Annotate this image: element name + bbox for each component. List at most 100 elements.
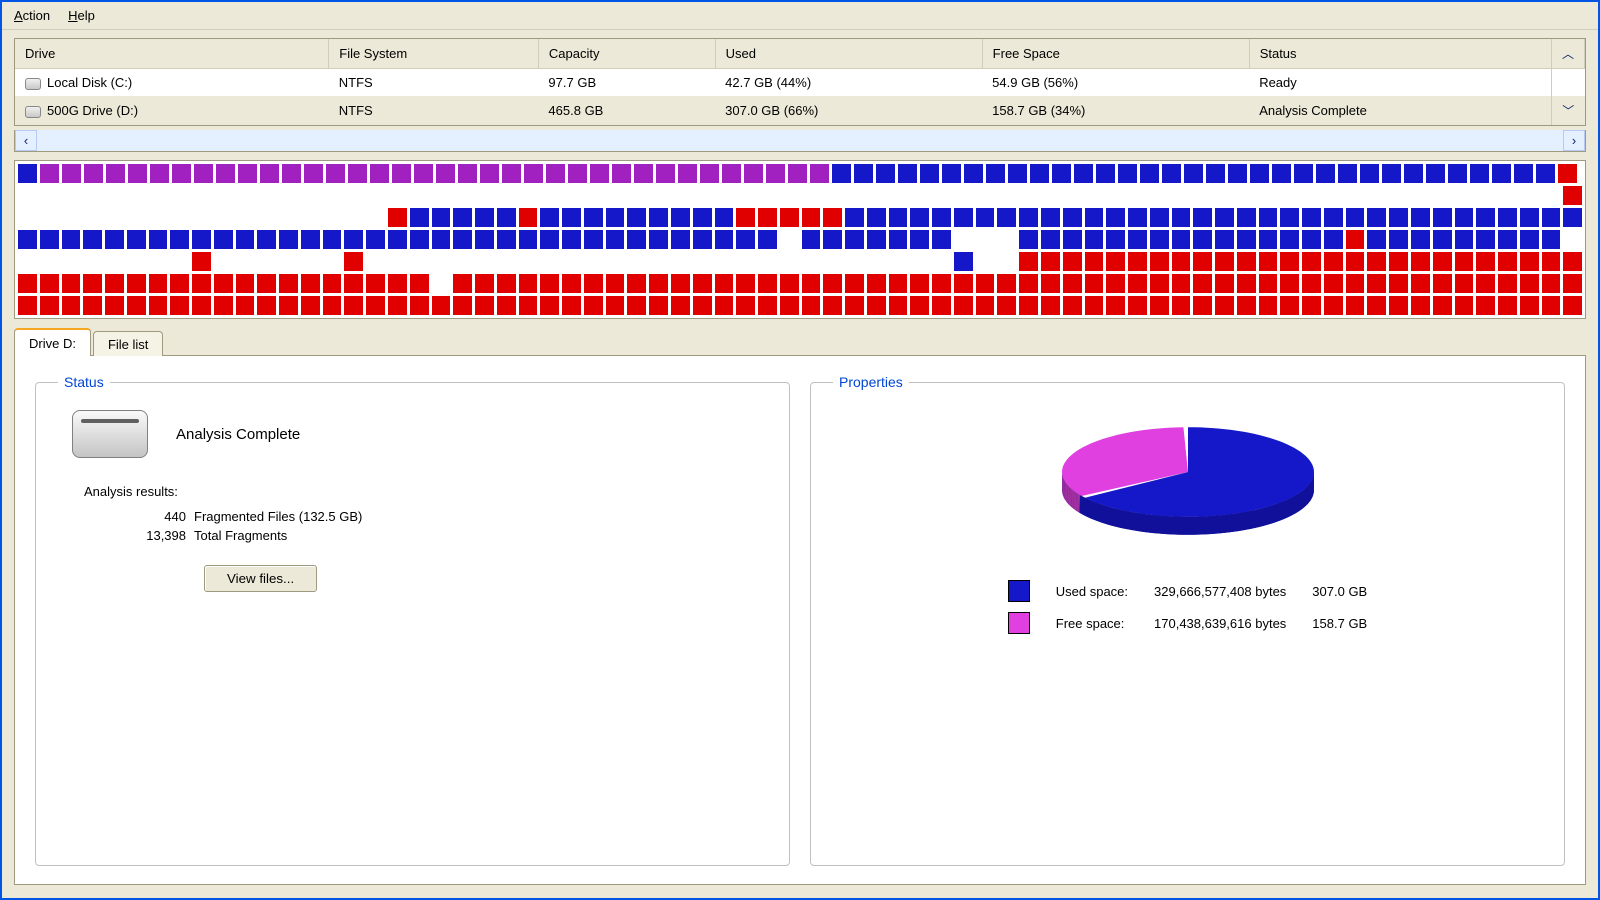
frag-block [889, 296, 908, 315]
frag-block [1382, 164, 1401, 183]
frag-block [1367, 230, 1386, 249]
frag-block [236, 230, 255, 249]
frag-block [1128, 252, 1147, 271]
tab-filelist[interactable]: File list [93, 331, 163, 356]
frag-block [480, 164, 499, 183]
frag-block [715, 208, 734, 227]
frag-block [867, 252, 886, 271]
frag-block [83, 186, 102, 205]
frag-block [432, 208, 451, 227]
frag-block [693, 296, 712, 315]
frag-block [867, 296, 886, 315]
frag-block [954, 230, 973, 249]
frag-block [932, 274, 951, 293]
legend-gb: 307.0 GB [1300, 576, 1379, 606]
frag-block [1514, 164, 1533, 183]
frag-block [845, 186, 864, 205]
table-row[interactable]: Local Disk (C:)NTFS97.7 GB42.7 GB (44%)5… [15, 69, 1585, 97]
frag-block [497, 230, 516, 249]
frag-block [1063, 252, 1082, 271]
scroll-up-button[interactable]: ︿ [1551, 39, 1584, 69]
frag-block [1030, 164, 1049, 183]
frag-block [584, 208, 603, 227]
frag-block [1476, 274, 1495, 293]
frag-block [1448, 164, 1467, 183]
frag-block [348, 164, 367, 183]
frag-block [823, 252, 842, 271]
menu-action[interactable]: Action [14, 8, 50, 23]
frag-block [475, 252, 494, 271]
scroll-down-button[interactable]: ﹀ [1551, 96, 1584, 125]
frag-block [1063, 230, 1082, 249]
scroll-left-button[interactable]: ‹ [15, 130, 37, 151]
frag-block [1455, 274, 1474, 293]
frag-block [627, 230, 646, 249]
frag-block [540, 274, 559, 293]
table-row[interactable]: 500G Drive (D:)NTFS465.8 GB307.0 GB (66%… [15, 96, 1585, 125]
frag-block [1411, 208, 1430, 227]
legend-swatch [1008, 612, 1030, 634]
tab-drive[interactable]: Drive D: [14, 328, 91, 356]
frag-block [524, 164, 543, 183]
frag-block [1280, 274, 1299, 293]
frag-block [436, 164, 455, 183]
frag-block [62, 186, 81, 205]
frag-block [192, 208, 211, 227]
col-used[interactable]: Used [715, 39, 982, 69]
frag-block [612, 164, 631, 183]
frag-block [257, 208, 276, 227]
frag-block [410, 274, 429, 293]
frag-block [649, 186, 668, 205]
col-filesystem[interactable]: File System [329, 39, 539, 69]
frag-block [519, 252, 538, 271]
frag-block [997, 296, 1016, 315]
col-drive[interactable]: Drive [15, 39, 329, 69]
frag-block [722, 164, 741, 183]
frag-block [1172, 274, 1191, 293]
frag-block [1404, 164, 1423, 183]
view-files-button[interactable]: View files... [204, 565, 317, 592]
frag-block [344, 274, 363, 293]
frag-block [1259, 230, 1278, 249]
scrollbar-track[interactable] [37, 130, 1563, 151]
frag-block [149, 208, 168, 227]
frag-block [519, 186, 538, 205]
frag-block [388, 274, 407, 293]
frag-block [823, 274, 842, 293]
frag-block [453, 186, 472, 205]
frag-block [649, 274, 668, 293]
frag-block [997, 274, 1016, 293]
frag-block [1520, 208, 1539, 227]
frag-block [540, 252, 559, 271]
frag-block [214, 252, 233, 271]
frag-block [62, 230, 81, 249]
frag-block [693, 230, 712, 249]
frag-block [170, 230, 189, 249]
frag-block [1008, 164, 1027, 183]
frag-block [1455, 230, 1474, 249]
frag-block [910, 296, 929, 315]
frag-block [18, 208, 37, 227]
frag-block [410, 186, 429, 205]
frag-block [1063, 186, 1082, 205]
frag-block [1106, 274, 1125, 293]
scroll-right-button[interactable]: › [1563, 130, 1585, 151]
frag-block [649, 252, 668, 271]
frag-block [497, 296, 516, 315]
frag-block [788, 164, 807, 183]
frag-block [954, 296, 973, 315]
frag-block [845, 274, 864, 293]
frag-block [920, 164, 939, 183]
col-status[interactable]: Status [1249, 39, 1551, 69]
col-freespace[interactable]: Free Space [982, 39, 1249, 69]
drive-table: Drive File System Capacity Used Free Spa… [15, 39, 1585, 125]
frag-block [1150, 296, 1169, 315]
menu-help[interactable]: Help [68, 8, 95, 23]
frag-block [519, 208, 538, 227]
col-capacity[interactable]: Capacity [538, 39, 715, 69]
frag-block [910, 252, 929, 271]
frag-block [1193, 186, 1212, 205]
horizontal-scrollbar[interactable]: ‹ › [14, 130, 1586, 152]
frag-block [671, 274, 690, 293]
frag-block [1433, 230, 1452, 249]
